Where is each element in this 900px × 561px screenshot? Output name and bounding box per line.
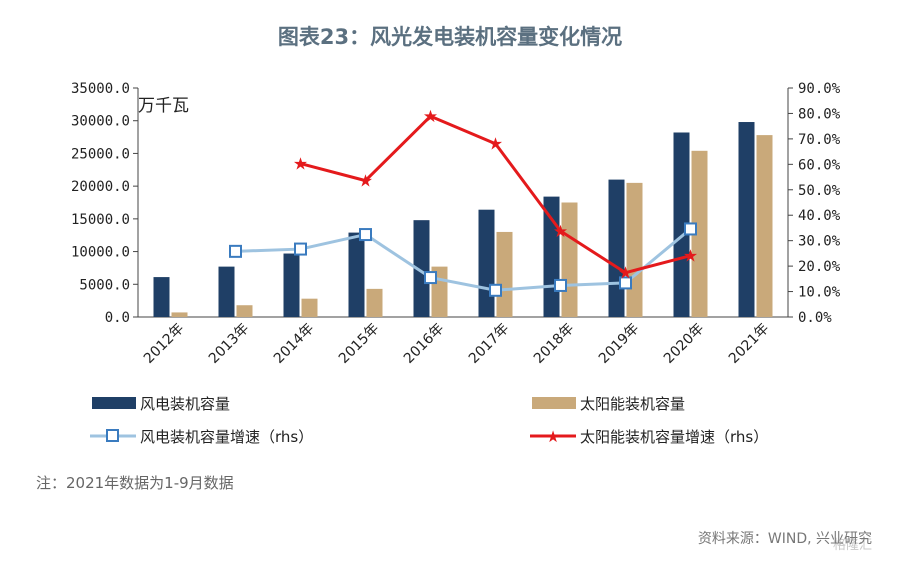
- legend-marker-wind-growth: [106, 429, 119, 442]
- solar-growth-marker: ★: [358, 172, 373, 192]
- bar-wind-capacity: [543, 196, 560, 317]
- wind-growth-marker: [489, 283, 502, 297]
- legend-label-solar-bar: 太阳能装机容量: [580, 395, 685, 413]
- x-tick-label: 2013年: [206, 321, 252, 367]
- y-right-tick-label: 80.0%: [798, 106, 841, 122]
- bar-wind-capacity: [153, 277, 170, 317]
- bar-wind-capacity: [413, 220, 430, 317]
- legend-swatch-wind-bar: [92, 397, 136, 409]
- legend-label-solar-growth: 太阳能装机容量增速（rhs）: [580, 428, 768, 446]
- x-tick-label: 2012年: [141, 321, 187, 367]
- y-right-tick-label: 20.0%: [798, 259, 841, 275]
- x-tick-label: 2017年: [466, 321, 512, 367]
- bar-solar-capacity: [496, 231, 513, 317]
- bar-solar-capacity: [691, 150, 708, 317]
- wind-growth-marker: [359, 228, 372, 242]
- bar-wind-capacity: [283, 253, 300, 317]
- wind-growth-line: [235, 227, 692, 292]
- bar-solar-capacity: [561, 202, 578, 317]
- x-tick-labels: 2012年 2013年 2014年 2015年 2016年 2017年 2018年 2019年…: [141, 321, 772, 367]
- legend-marker-solar-growth: ★: [546, 427, 560, 446]
- bars: [153, 122, 773, 317]
- wind-growth-marker: [554, 278, 567, 292]
- legend-swatch-solar-bar: [532, 397, 576, 409]
- solar-growth-marker: ★: [553, 222, 568, 242]
- y-left-tick-label: 30000.0: [71, 114, 130, 130]
- watermark: 格隆汇: [833, 537, 872, 553]
- bar-solar-capacity: [756, 135, 773, 317]
- legend-label-wind-bar: 风电装机容量: [140, 395, 230, 413]
- source-label: 资料来源：WIND, 兴业研究: [697, 531, 872, 547]
- chart-title: 图表23：风光发电装机容量变化情况: [278, 25, 622, 49]
- bar-solar-capacity: [301, 298, 318, 317]
- bar-wind-capacity: [218, 266, 235, 317]
- x-tick-label: 2014年: [271, 321, 317, 367]
- bar-wind-capacity: [738, 122, 755, 317]
- bar-solar-capacity: [236, 305, 253, 317]
- legend: 风电装机容量 太阳能装机容量 风电装机容量增速（rhs） ★ 太阳能装机容量增速…: [90, 395, 768, 446]
- y-right-tick-label: 40.0%: [798, 208, 841, 224]
- wind-growth-marker: [619, 276, 632, 290]
- bar-wind-capacity: [348, 232, 365, 317]
- unit-label: 万千瓦: [138, 96, 189, 116]
- wind-growth-marker: [294, 242, 307, 256]
- bar-solar-capacity: [366, 288, 383, 317]
- x-tick-label: 2021年: [726, 321, 772, 367]
- y-left-tick-label: 35000.0: [71, 81, 130, 97]
- bar-solar-capacity: [171, 312, 188, 317]
- axes: 0.0 5000.0 10000.0 15000.0 20000.0 25000.0 300…: [71, 81, 841, 326]
- solar-growth-marker: ★: [618, 264, 633, 284]
- bar-wind-capacity: [673, 132, 690, 317]
- y-left-tick-label: 0.0: [105, 310, 130, 326]
- solar-growth-marker: ★: [423, 107, 438, 127]
- lines: ★ ★ ★ ★ ★ ★ ★: [229, 107, 698, 297]
- x-tick-label: 2020年: [661, 321, 707, 367]
- legend-label-wind-growth: 风电装机容量增速（rhs）: [140, 428, 313, 446]
- footnote: 注：2021年数据为1-9月数据: [36, 474, 234, 492]
- x-tick-label: 2015年: [336, 321, 382, 367]
- y-left-tick-label: 20000.0: [71, 179, 130, 195]
- y-left-tick-label: 5000.0: [79, 277, 130, 293]
- y-right-tick-label: 60.0%: [798, 157, 841, 173]
- bar-solar-capacity: [626, 182, 643, 317]
- y-right-tick-label: 70.0%: [798, 132, 841, 148]
- solar-growth-marker: ★: [488, 135, 503, 155]
- bar-wind-capacity: [478, 209, 495, 317]
- y-right-tick-label: 50.0%: [798, 183, 841, 199]
- y-right-tick-label: 90.0%: [798, 81, 841, 97]
- y-left-tick-label: 15000.0: [71, 212, 130, 228]
- y-right-tick-label: 0.0%: [798, 310, 832, 326]
- y-left-tick-label: 25000.0: [71, 146, 130, 162]
- x-tick-label: 2016年: [401, 321, 447, 367]
- solar-growth-marker: ★: [293, 155, 308, 175]
- solar-growth-marker: ★: [683, 247, 698, 267]
- y-right-tick-label: 30.0%: [798, 234, 841, 250]
- x-tick-label: 2018年: [531, 321, 577, 367]
- wind-growth-marker: [424, 271, 437, 285]
- wind-growth-marker: [684, 222, 697, 236]
- y-left-tick-label: 10000.0: [71, 245, 130, 261]
- y-right-tick-label: 10.0%: [798, 285, 841, 301]
- solar-growth-line: [300, 114, 691, 275]
- x-tick-label: 2019年: [596, 321, 642, 367]
- wind-growth-marker: [229, 244, 242, 258]
- bar-wind-capacity: [608, 179, 625, 317]
